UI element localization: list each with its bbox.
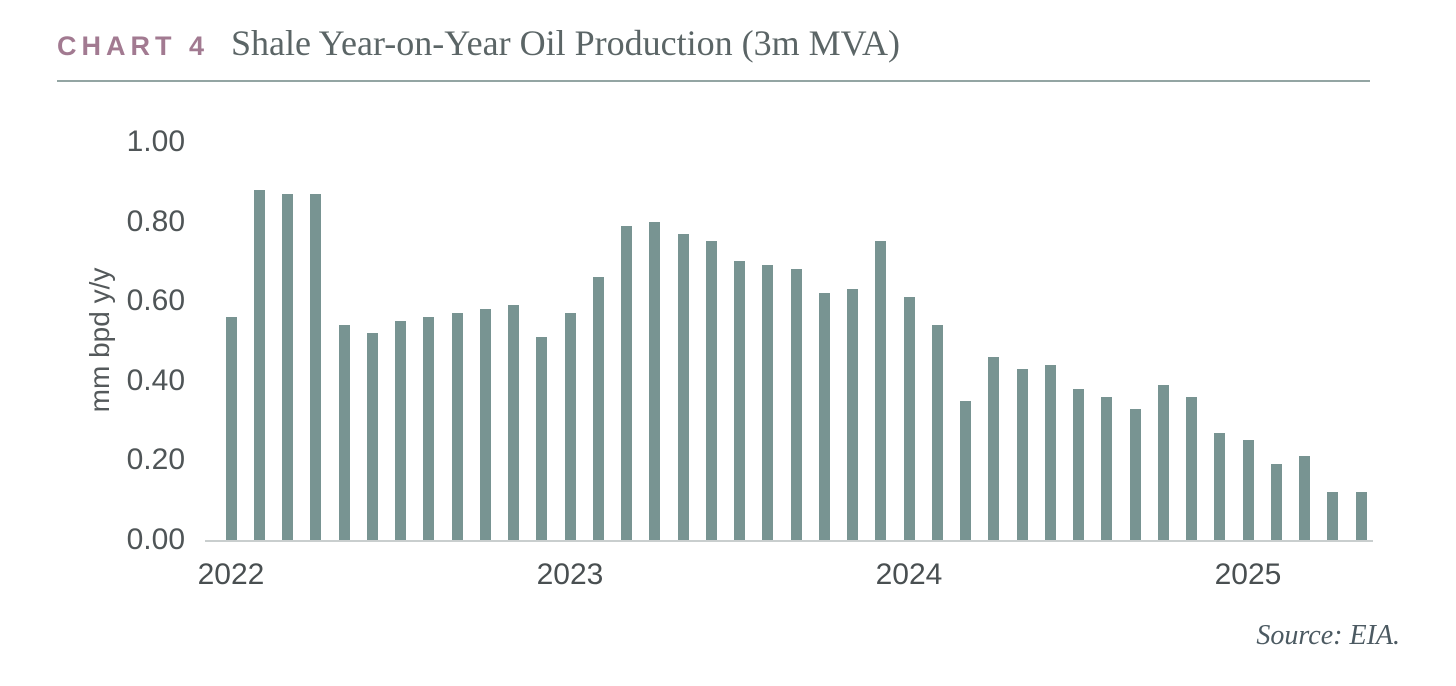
x-tick-label: 2025 xyxy=(1214,558,1282,591)
y-tick-label: 1.00 xyxy=(126,125,185,158)
bar xyxy=(791,269,802,540)
x-tick-label: 2023 xyxy=(536,558,604,591)
bar xyxy=(423,317,434,540)
bar xyxy=(1073,389,1084,540)
y-tick-label: 0.20 xyxy=(126,443,185,477)
y-tick-label: 0.80 xyxy=(126,204,185,238)
bar xyxy=(1186,397,1197,540)
bar xyxy=(508,305,519,540)
bar xyxy=(452,313,463,540)
y-tick-label: 0.60 xyxy=(126,284,185,318)
bar xyxy=(875,241,886,540)
source-attribution: Source: EIA. xyxy=(1256,620,1400,651)
chart-number-label: CHART 4 xyxy=(57,31,210,61)
bar xyxy=(226,317,237,540)
bar xyxy=(847,289,858,540)
x-tick-label: 2022 xyxy=(197,558,265,591)
bar xyxy=(1299,456,1310,540)
bar xyxy=(480,309,491,540)
bar xyxy=(282,194,293,540)
y-tick-label: 0.00 xyxy=(126,523,185,556)
bar xyxy=(1158,385,1169,540)
bar xyxy=(1327,492,1338,540)
bar xyxy=(254,190,265,540)
bar xyxy=(1214,433,1225,540)
bar xyxy=(536,337,547,540)
bar xyxy=(565,313,576,540)
bar xyxy=(621,226,632,540)
bar xyxy=(706,241,717,540)
bar xyxy=(367,333,378,540)
bar xyxy=(988,357,999,540)
bar xyxy=(649,222,660,540)
bar xyxy=(1101,397,1112,540)
y-tick-label: 0.40 xyxy=(126,363,185,397)
bar xyxy=(395,321,406,540)
bar xyxy=(1130,409,1141,540)
x-tick-label: 2024 xyxy=(875,558,943,591)
bar xyxy=(1243,440,1254,540)
bar xyxy=(1017,369,1028,540)
x-axis-line xyxy=(205,540,1373,542)
chart-title: Shale Year-on-Year Oil Production (3m MV… xyxy=(231,23,900,63)
bar xyxy=(762,265,773,540)
bar xyxy=(960,401,971,540)
bar xyxy=(1045,365,1056,540)
bar xyxy=(1356,492,1367,540)
bar xyxy=(819,293,830,540)
bar xyxy=(1271,464,1282,540)
chart-header: CHART 4 Shale Year-on-Year Oil Productio… xyxy=(57,22,900,64)
bar xyxy=(904,297,915,540)
bar xyxy=(310,194,321,540)
bar xyxy=(678,234,689,540)
bar xyxy=(734,261,745,540)
bar xyxy=(339,325,350,540)
bar xyxy=(932,325,943,540)
bar xyxy=(593,277,604,540)
header-divider-rule xyxy=(57,80,1370,82)
